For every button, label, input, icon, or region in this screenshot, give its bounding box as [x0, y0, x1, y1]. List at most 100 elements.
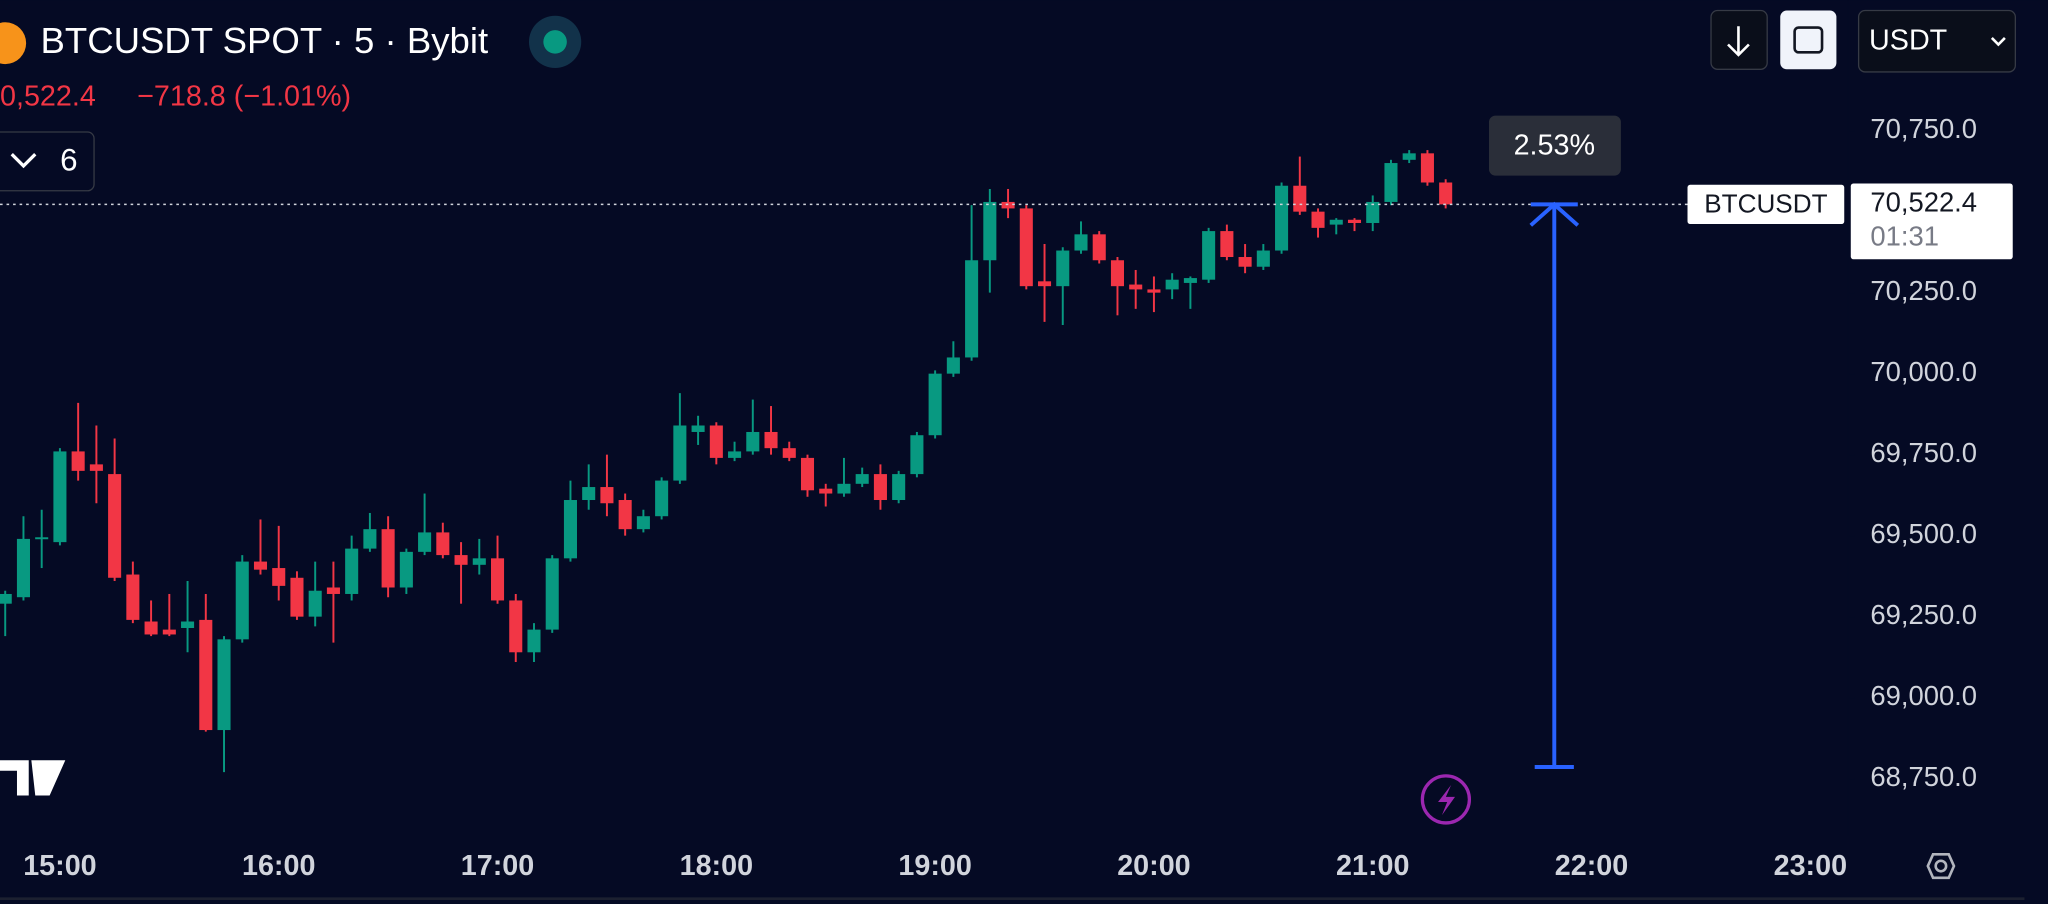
candle-body — [345, 548, 359, 594]
candle-body — [399, 551, 413, 588]
candle-body — [800, 457, 815, 491]
candle-body — [509, 600, 523, 653]
candle-body — [1439, 182, 1453, 205]
candle-body — [53, 451, 67, 543]
symbol-tag-label: BTCUSDT — [1704, 189, 1827, 219]
candle-body — [892, 474, 906, 501]
candle-body — [1092, 234, 1106, 261]
y-tick-label: 69,250.0 — [1870, 599, 1977, 630]
alert-icon[interactable] — [1420, 774, 1472, 825]
candle-body — [782, 448, 796, 458]
candle-body — [819, 488, 833, 494]
y-tick-label: 69,500.0 — [1870, 518, 1977, 549]
candle-body — [1165, 279, 1179, 290]
candle-body — [1129, 284, 1143, 290]
candle-body — [618, 500, 632, 530]
indicator-count: 6 — [60, 142, 77, 177]
candle-body — [126, 574, 140, 620]
candle-body — [436, 532, 450, 556]
candle-body — [16, 538, 30, 598]
candle-body — [655, 480, 669, 517]
candle-body — [162, 629, 176, 635]
candle-body — [673, 425, 687, 481]
candle-body — [1293, 185, 1307, 212]
legend-change: −718.8 (−1.01%) — [137, 81, 351, 113]
y-tick-label: 70,000.0 — [1870, 356, 1977, 387]
candle-body — [235, 561, 249, 640]
candle-body — [490, 558, 505, 601]
fit-icon — [1793, 26, 1824, 54]
candle-body — [290, 577, 304, 617]
candle-body — [636, 516, 650, 530]
x-tick-label: 22:00 — [1555, 850, 1628, 882]
candle-body — [0, 593, 12, 604]
candle-body — [1275, 185, 1289, 251]
status-dot — [543, 30, 567, 54]
candle-body — [89, 464, 103, 471]
candle-body — [1110, 260, 1124, 287]
currency-label: USDT — [1869, 24, 1947, 56]
candle-body — [582, 487, 596, 501]
indicator-toggle[interactable] — [0, 131, 95, 192]
x-tick-label: 18:00 — [680, 850, 753, 882]
y-tick-label: 68,750.0 — [1870, 761, 1977, 792]
chevron-icon — [10, 153, 37, 169]
y-tick-label: 70,250.0 — [1870, 275, 1977, 306]
candle-body — [928, 373, 942, 436]
candle-body — [308, 590, 322, 617]
candle-body — [946, 357, 960, 374]
candle-body — [1256, 250, 1270, 267]
candle-body — [363, 529, 377, 549]
candle-body — [1311, 211, 1325, 228]
candle-body — [217, 639, 231, 731]
candle-body — [472, 558, 486, 565]
candle-body — [1019, 208, 1033, 287]
candle-body — [1147, 289, 1161, 293]
x-tick-label: 15:00 — [23, 850, 96, 882]
plot: 68,750.0 69,000.0 69,250.0 69,500.0 69,750.0… — [0, 113, 2013, 882]
x-tick-label: 20:00 — [1117, 850, 1190, 882]
candle-body — [454, 555, 468, 565]
countdown-label: 01:31 — [1870, 221, 1939, 252]
candle-body — [1384, 163, 1398, 202]
candle-body — [709, 425, 723, 458]
x-tick-label: 23:00 — [1774, 850, 1847, 882]
candle-body — [381, 529, 395, 588]
currency-select[interactable] — [1857, 9, 2016, 73]
down-arrow-icon — [1727, 26, 1750, 57]
candle-body — [1402, 153, 1416, 160]
candle-body — [326, 587, 340, 594]
x-tick-label: 17:00 — [461, 850, 534, 882]
candle-body — [144, 621, 158, 635]
candle-body — [965, 260, 979, 358]
candle-body — [35, 537, 49, 540]
legend-price: 0,522.4 — [0, 81, 96, 113]
measure-arrowhead — [1529, 201, 1580, 227]
candle-body — [1347, 219, 1362, 223]
settings-icon[interactable] — [1926, 852, 1956, 880]
candle-body — [71, 451, 85, 471]
symbol-tag — [1687, 184, 1845, 224]
x-tick-label: 21:00 — [1336, 850, 1409, 882]
candle-body — [563, 500, 577, 559]
candle-body — [728, 451, 742, 458]
candle-body — [1420, 153, 1434, 183]
candle-body — [1238, 257, 1252, 267]
dropdown-chevron — [1990, 37, 2006, 47]
candle-body — [199, 619, 213, 731]
y-tick-label: 69,750.0 — [1870, 437, 1977, 468]
candle-body — [1202, 231, 1216, 280]
candle-body — [837, 483, 851, 494]
candle-body — [1366, 201, 1380, 223]
x-tick-label: 16:00 — [242, 850, 315, 882]
candle-body — [527, 629, 541, 653]
candle-body — [983, 201, 997, 261]
measure-label: 2.53% — [1514, 130, 1595, 162]
candle-body — [746, 431, 760, 452]
candle-body — [1074, 234, 1088, 251]
fit-button[interactable] — [1780, 10, 1837, 70]
candle-body — [181, 621, 195, 628]
